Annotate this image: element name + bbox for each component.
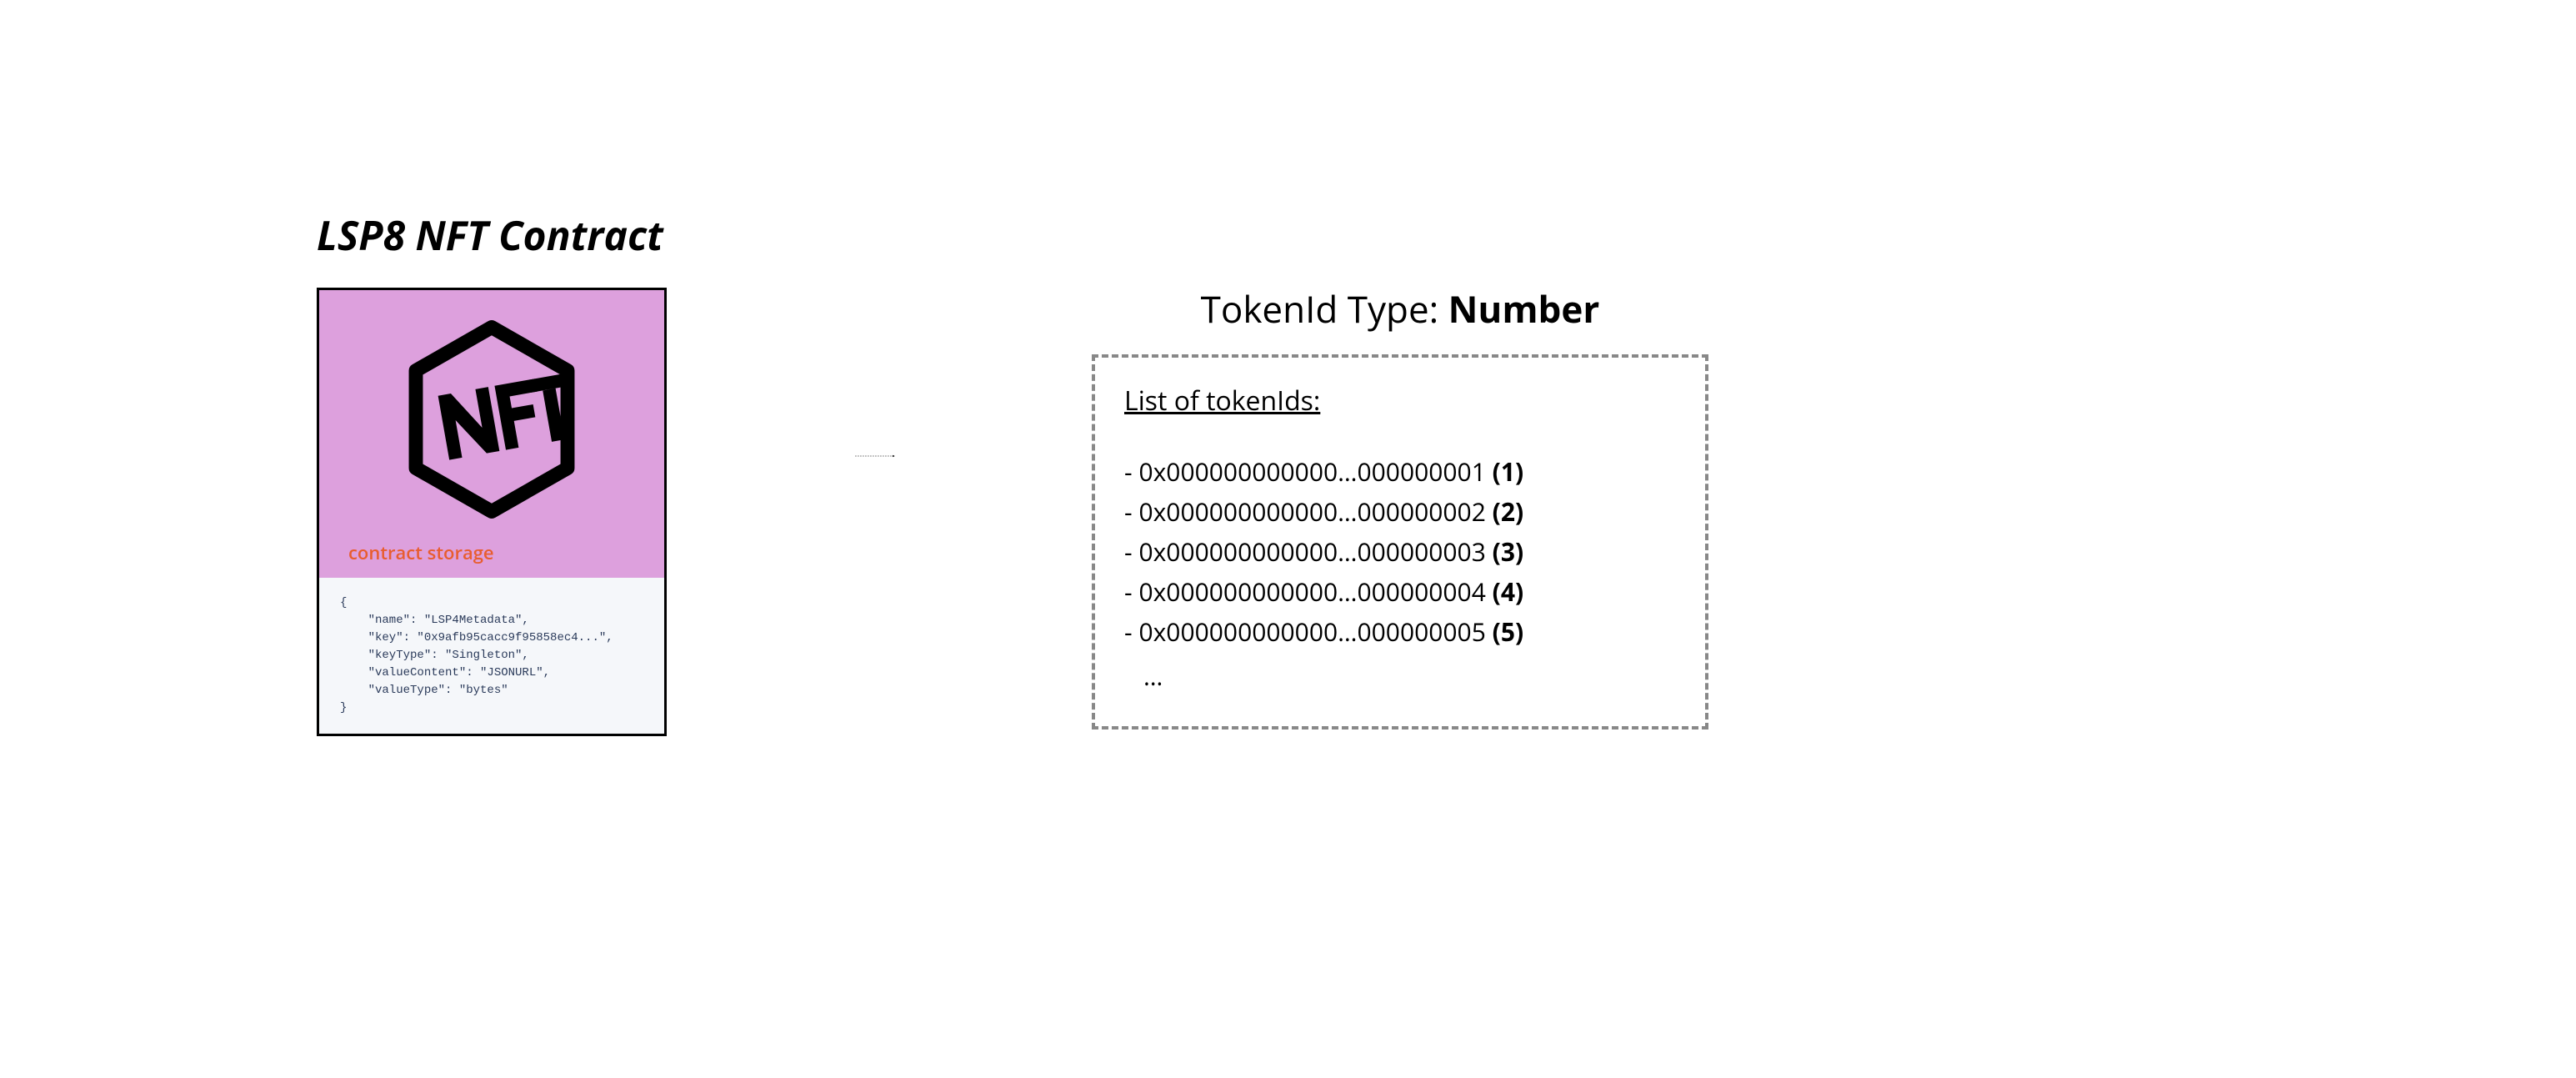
token-type-title: TokenId Type: Number xyxy=(1092,283,1708,333)
nft-contract-card: contract storage { "name": "LSP4Metadata… xyxy=(317,288,667,736)
json-line: } xyxy=(340,699,643,717)
token-hex: - 0x000000000000…000000002 xyxy=(1124,494,1493,529)
token-title-prefix: TokenId Type: xyxy=(1201,283,1448,333)
token-id-item: - 0x000000000000…000000003 (3) xyxy=(1124,532,1676,572)
token-ellipsis: … xyxy=(1124,659,1676,693)
token-section: TokenId Type: Number List of tokenIds: -… xyxy=(1092,283,1708,730)
diagram-container: LSP8 NFT Contract contract storage { "na… xyxy=(317,208,667,736)
json-line: "keyType": "Singleton", xyxy=(340,647,643,664)
token-list: - 0x000000000000…000000001 (1) - 0x00000… xyxy=(1124,452,1676,693)
token-title-bold: Number xyxy=(1448,283,1600,333)
token-hex: - 0x000000000000…000000001 xyxy=(1124,454,1493,489)
token-hex: - 0x000000000000…000000003 xyxy=(1124,534,1493,569)
storage-label: contract storage xyxy=(348,540,494,565)
token-id-item: - 0x000000000000…000000004 (4) xyxy=(1124,572,1676,612)
json-line: "name": "LSP4Metadata", xyxy=(340,612,643,629)
token-num: (3) xyxy=(1493,534,1524,569)
card-top-section: contract storage xyxy=(319,290,664,578)
json-line: "valueType": "bytes" xyxy=(340,682,643,699)
json-line: "key": "0x9afb95cacc9f95858ec4...", xyxy=(340,629,643,647)
nft-hexagon-icon xyxy=(375,311,608,528)
token-num: (1) xyxy=(1493,454,1524,489)
token-hex: - 0x000000000000…000000005 xyxy=(1124,614,1493,649)
token-id-item: - 0x000000000000…000000001 (1) xyxy=(1124,452,1676,492)
token-id-item: - 0x000000000000…000000005 (5) xyxy=(1124,612,1676,652)
token-hex: - 0x000000000000…000000004 xyxy=(1124,574,1493,609)
token-num: (2) xyxy=(1493,494,1524,529)
json-line: "valueContent": "JSONURL", xyxy=(340,664,643,682)
token-list-box: List of tokenIds: - 0x000000000000…00000… xyxy=(1092,354,1708,730)
token-id-item: - 0x000000000000…000000002 (2) xyxy=(1124,492,1676,532)
token-num: (5) xyxy=(1493,614,1524,649)
token-num: (4) xyxy=(1493,574,1524,609)
json-line: { xyxy=(340,594,643,612)
token-list-header: List of tokenIds: xyxy=(1124,383,1676,419)
dashed-arrow xyxy=(675,454,1075,458)
card-json-section: { "name": "LSP4Metadata", "key": "0x9afb… xyxy=(319,578,664,734)
contract-title: LSP8 NFT Contract xyxy=(317,208,667,263)
